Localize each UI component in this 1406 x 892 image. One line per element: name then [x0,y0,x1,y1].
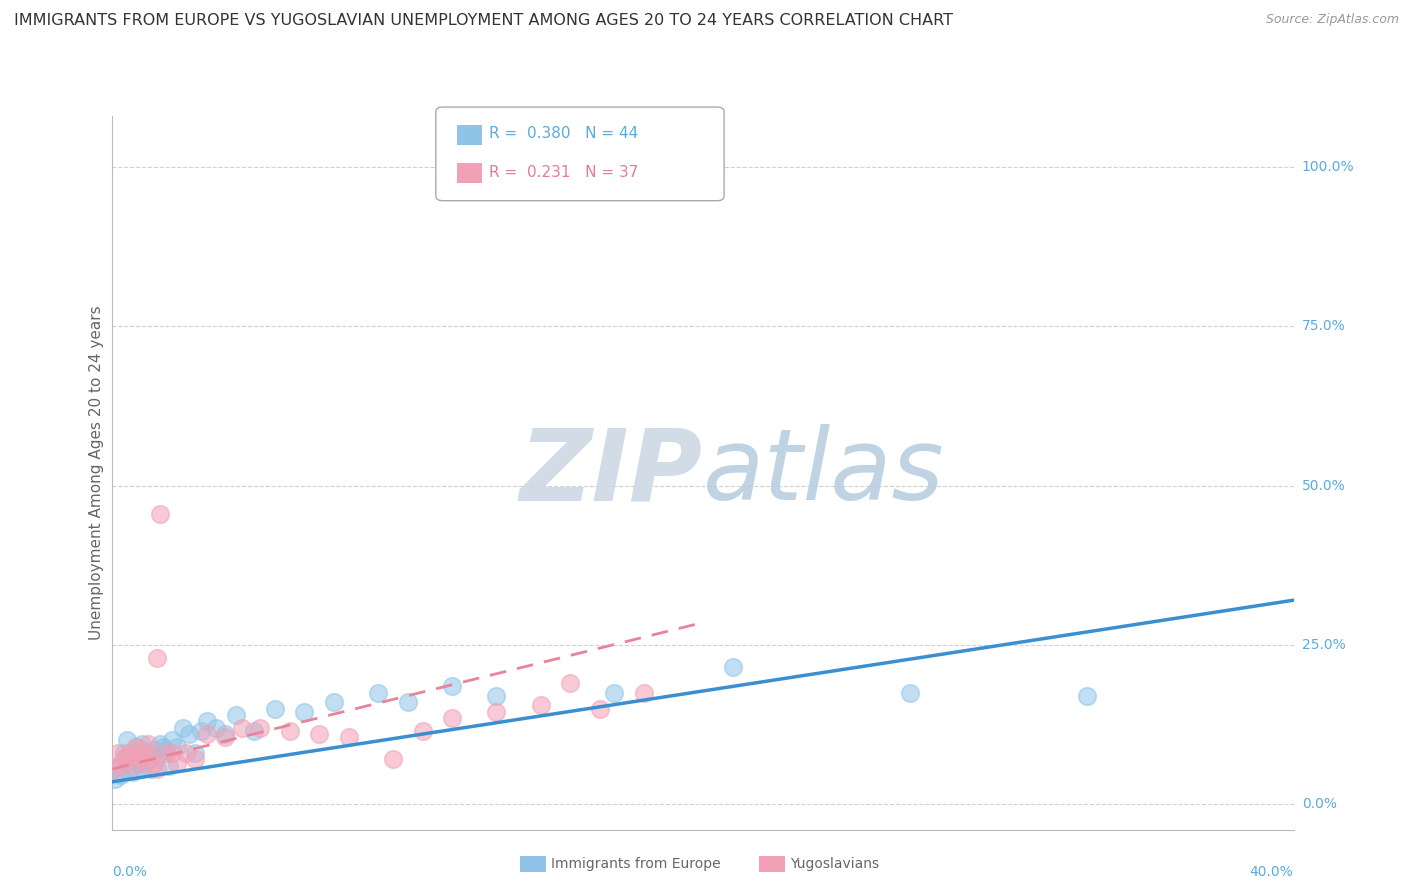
Point [205,721,228,735]
Point [134,746,156,760]
Point [485,705,508,719]
Point [278,723,301,738]
Text: ZIP: ZIP [520,425,703,521]
Point [155,743,177,757]
Point [146,762,169,776]
Point [110,768,132,782]
Text: 0.0%: 0.0% [1302,797,1337,811]
Point [382,752,405,766]
Text: R =  0.231   N = 37: R = 0.231 N = 37 [489,165,638,179]
Point [195,714,218,729]
Point [120,749,142,764]
Text: 0.0%: 0.0% [112,864,148,879]
Point [214,730,236,744]
Point [721,660,744,674]
Point [529,698,551,713]
Point [337,730,360,744]
Point [131,743,153,757]
Point [112,752,135,766]
Point [898,685,921,699]
Point [149,737,172,751]
Point [588,701,610,715]
Point [160,746,183,760]
Point [146,650,169,665]
Point [184,746,207,760]
Point [292,705,315,719]
Point [485,689,508,703]
Point [136,737,159,751]
Point [128,752,150,766]
Point [308,727,330,741]
Point [117,762,138,776]
Text: R =  0.380   N = 44: R = 0.380 N = 44 [489,127,638,141]
Point [107,746,129,760]
Text: 40.0%: 40.0% [1250,864,1294,879]
Point [128,756,150,770]
Point [146,749,169,764]
Point [131,737,153,751]
Point [125,739,148,754]
Point [125,739,148,754]
Point [243,723,266,738]
Point [166,756,188,770]
Point [166,739,188,754]
Point [149,507,172,521]
Point [249,721,271,735]
Point [134,756,156,770]
Point [122,765,145,780]
Text: Yugoslavians: Yugoslavians [790,857,879,871]
Point [131,762,153,776]
Point [112,746,135,760]
Point [117,733,138,747]
Point [441,679,464,693]
Point [184,752,207,766]
Point [1076,689,1098,703]
Point [110,759,132,773]
Point [139,762,162,776]
Point [225,707,247,722]
Point [136,752,159,766]
Y-axis label: Unemployment Among Ages 20 to 24 years: Unemployment Among Ages 20 to 24 years [89,305,104,640]
Text: 50.0%: 50.0% [1302,478,1346,492]
Point [155,746,177,760]
Point [142,743,165,757]
Point [107,759,129,773]
Point [633,685,655,699]
Text: Immigrants from Europe: Immigrants from Europe [551,857,721,871]
Point [172,721,194,735]
Point [139,749,162,764]
Point [160,733,183,747]
Text: IMMIGRANTS FROM EUROPE VS YUGOSLAVIAN UNEMPLOYMENT AMONG AGES 20 TO 24 YEARS COR: IMMIGRANTS FROM EUROPE VS YUGOSLAVIAN UN… [14,13,953,29]
Point [179,727,201,741]
Point [195,727,218,741]
Point [157,759,180,773]
Point [104,772,127,786]
Text: 100.0%: 100.0% [1302,160,1354,174]
Point [396,695,419,709]
Text: 25.0%: 25.0% [1302,638,1346,652]
Point [104,762,127,776]
Point [411,723,433,738]
Point [117,749,138,764]
Point [190,723,212,738]
Point [323,695,346,709]
Point [231,721,253,735]
Point [152,739,174,754]
Point [441,711,464,725]
Point [174,746,197,760]
Text: 75.0%: 75.0% [1302,319,1346,334]
Point [142,756,165,770]
Point [214,727,236,741]
Text: atlas: atlas [703,425,945,521]
Point [367,685,389,699]
Point [120,746,142,760]
Point [264,701,287,715]
Point [603,685,626,699]
Point [558,676,582,690]
Text: Source: ZipAtlas.com: Source: ZipAtlas.com [1265,13,1399,27]
Point [122,759,145,773]
